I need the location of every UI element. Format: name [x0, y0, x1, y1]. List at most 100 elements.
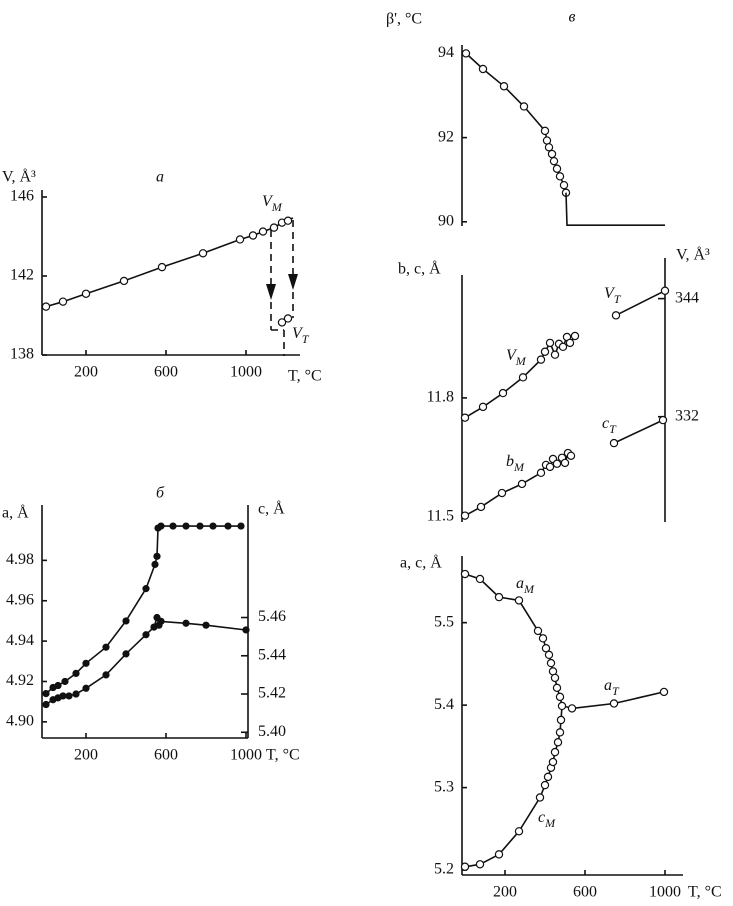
data-point — [224, 522, 232, 530]
data-point — [519, 102, 529, 111]
y2-tick-label: 344 — [675, 289, 699, 306]
data-point — [565, 338, 575, 348]
data-point — [476, 502, 486, 512]
series-label: VT — [292, 325, 310, 346]
y-tick-label: 5.2 — [434, 861, 454, 878]
data-point — [514, 827, 524, 836]
series-label-text: a — [604, 677, 612, 694]
data-point — [478, 64, 488, 74]
data-point — [54, 681, 62, 690]
data-point — [540, 347, 550, 356]
data-point — [235, 235, 245, 244]
x-tick-label: 600 — [573, 884, 597, 901]
series-line — [613, 419, 664, 444]
data-point — [153, 552, 161, 560]
x-axis-label: T, °C — [266, 747, 300, 764]
data-point — [198, 249, 208, 258]
y2-tick-label: 5.40 — [258, 723, 286, 740]
data-point — [611, 311, 621, 320]
data-point — [533, 626, 543, 636]
data-point — [122, 650, 130, 658]
y-tick-label: 11.5 — [427, 508, 454, 525]
data-point — [548, 757, 558, 767]
x-tick-label: 1000 — [230, 747, 262, 764]
y-tick-label: 4.90 — [6, 713, 34, 730]
x-tick-label: 1000 — [230, 364, 262, 381]
data-point — [61, 677, 69, 686]
x-tick-label: 1000 — [649, 884, 681, 901]
y-tick-label: 92 — [438, 128, 454, 145]
data-point — [283, 314, 293, 323]
data-point — [544, 650, 554, 660]
y-tick-label: 5.3 — [434, 778, 454, 795]
data-point — [478, 402, 488, 412]
data-point — [660, 286, 670, 295]
data-point — [494, 850, 504, 859]
data-point — [552, 459, 562, 468]
data-point — [536, 355, 546, 364]
data-point — [460, 862, 470, 871]
data-point — [494, 592, 504, 602]
series-label-text: a — [516, 575, 524, 592]
data-point — [514, 596, 524, 605]
data-point — [42, 689, 50, 698]
data-point — [102, 671, 110, 679]
data-point — [566, 451, 576, 460]
data-point — [283, 216, 293, 225]
data-point — [499, 82, 509, 91]
data-point — [556, 715, 566, 725]
data-point — [242, 626, 250, 634]
data-point — [659, 687, 669, 697]
data-point — [72, 690, 80, 698]
y-tick-label: 94 — [438, 44, 454, 61]
data-point — [544, 143, 554, 152]
data-point — [41, 302, 51, 311]
y2-tick-label: 332 — [675, 407, 699, 424]
data-point — [560, 458, 570, 468]
data-point — [555, 172, 565, 181]
data-point — [567, 704, 577, 713]
data-point — [237, 522, 245, 530]
y2-tick-label: 5.44 — [258, 646, 286, 663]
data-point — [550, 350, 560, 359]
series-label-text: c — [602, 415, 609, 432]
data-point — [196, 522, 204, 530]
series-label-text: V — [262, 193, 274, 210]
x-tick-label: 200 — [74, 747, 98, 764]
data-point — [546, 658, 556, 668]
y-axis-label: V, Å³ — [2, 168, 36, 186]
series-label-text: V — [506, 347, 518, 364]
data-point — [559, 180, 569, 190]
panel-label: а — [156, 169, 164, 186]
data-point — [545, 338, 555, 348]
panel-label: б — [156, 485, 165, 502]
y-tick-label: 4.98 — [6, 551, 34, 568]
data-point — [461, 49, 471, 58]
y-tick-label: 90 — [438, 212, 454, 229]
series-label: VM — [506, 347, 527, 368]
series-line — [465, 52, 567, 193]
data-point — [540, 780, 550, 790]
data-point — [269, 223, 279, 232]
data-point — [157, 262, 167, 272]
data-point — [570, 331, 580, 341]
data-point — [542, 136, 552, 145]
data-point — [550, 747, 560, 757]
data-point — [460, 569, 470, 579]
data-point — [536, 468, 546, 478]
data-point — [498, 388, 508, 398]
data-point — [248, 231, 258, 240]
data-point — [555, 728, 565, 737]
y-tick-label: 4.96 — [6, 591, 34, 608]
data-point — [122, 617, 130, 625]
data-point — [555, 692, 565, 702]
series-label-sub: T — [614, 292, 622, 306]
x-tick-label: 600 — [154, 364, 178, 381]
series-label-sub: M — [515, 354, 527, 368]
data-point — [552, 164, 562, 173]
series-label: VT — [604, 285, 622, 306]
data-point — [119, 276, 129, 286]
series-label: bM — [506, 453, 525, 474]
y-tick-label: 11.8 — [427, 389, 454, 406]
